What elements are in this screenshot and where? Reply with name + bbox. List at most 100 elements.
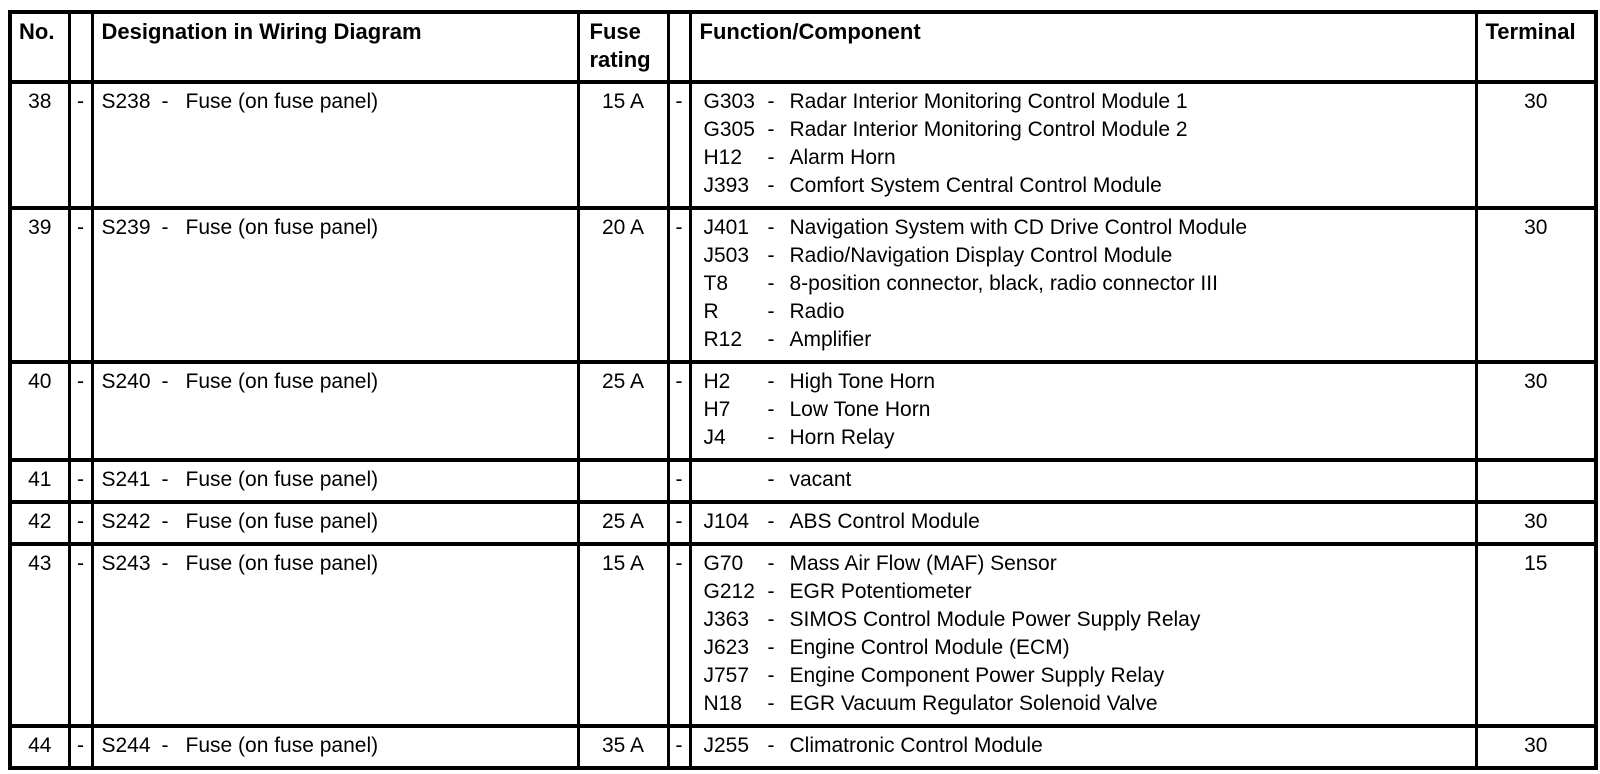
component-dash: - <box>767 734 775 757</box>
separator-dash: - <box>77 90 84 113</box>
terminal-value: 30 <box>1524 510 1548 533</box>
designation-code: S244 <box>101 734 151 757</box>
component-dash: - <box>767 426 775 449</box>
fuse-number-value: 40 <box>28 370 52 393</box>
designation-line: S244 - Fuse (on fuse panel) <box>101 732 576 760</box>
function-line: H12 - Alarm Horn <box>704 144 1474 172</box>
cell-fuse-rating: 20 A <box>576 206 670 364</box>
cell-separator-2: - <box>666 724 692 770</box>
fuse-row: 44 - S244 - Fuse (on fuse panel) 35 A - … <box>8 724 1598 770</box>
cell-designation: S240 - Fuse (on fuse panel) <box>90 360 580 462</box>
fuse-number-value: 44 <box>28 734 52 757</box>
function-line: G212 - EGR Potentiometer <box>703 578 1474 606</box>
cell-fuse-number: 42 <box>8 500 71 546</box>
component-dash: - <box>767 90 775 113</box>
cell-fuse-number: 43 <box>8 542 71 728</box>
cell-terminal <box>1474 458 1598 504</box>
cell-functions: - vacant <box>688 458 1478 504</box>
component-label: Radar Interior Monitoring Control Module… <box>789 118 1188 141</box>
component-code: R12 <box>703 328 743 351</box>
component-dash: - <box>767 174 775 197</box>
cell-separator-2: - <box>666 458 692 504</box>
cell-separator-2: - <box>666 500 692 546</box>
fuse-table: No. Designation in Wiring Diagram Fuse r… <box>8 10 1598 770</box>
function-line: N18 - EGR Vacuum Regulator Solenoid Valv… <box>703 690 1474 718</box>
component-dash: - <box>767 510 775 533</box>
fuse-row: 38 - S238 - Fuse (on fuse panel) 15 A - … <box>8 80 1598 210</box>
cell-functions: G303 - Radar Interior Monitoring Control… <box>688 80 1478 210</box>
component-code: N18 <box>703 692 743 715</box>
cell-separator-2: - <box>666 542 692 728</box>
fuse-rating-value: 15 A <box>601 90 645 113</box>
cell-functions: J104 - ABS Control Module <box>688 500 1478 546</box>
cell-fuse-rating <box>576 458 670 504</box>
component-code: J4 <box>703 426 726 449</box>
component-label: SIMOS Control Module Power Supply Relay <box>789 608 1201 631</box>
component-code: J255 <box>703 734 750 757</box>
cell-separator-1: - <box>67 724 94 770</box>
designation-code: S239 <box>101 216 151 239</box>
component-dash: - <box>767 272 775 295</box>
function-line: H2 - High Tone Horn <box>704 368 1474 396</box>
component-label: Amplifier <box>789 328 872 351</box>
component-dash: - <box>767 300 775 323</box>
component-dash: - <box>767 692 775 715</box>
component-dash: - <box>767 608 775 631</box>
cell-functions: J255 - Climatronic Control Module <box>688 724 1478 770</box>
cell-designation: S242 - Fuse (on fuse panel) <box>90 500 580 546</box>
component-label: Alarm Horn <box>789 146 896 169</box>
header-terminal: Terminal <box>1474 10 1598 84</box>
cell-functions: J401 - Navigation System with CD Drive C… <box>688 206 1478 364</box>
fuse-row: 42 - S242 - Fuse (on fuse panel) 25 A - … <box>8 500 1598 546</box>
function-list: G70 - Mass Air Flow (MAF) Sensor G212 - … <box>703 550 1474 718</box>
cell-separator-2: - <box>666 206 692 364</box>
cell-fuse-rating: 25 A <box>576 360 670 462</box>
cell-fuse-number: 41 <box>8 458 71 504</box>
fuse-table-body: 38 - S238 - Fuse (on fuse panel) 15 A - … <box>8 80 1598 770</box>
component-code: J393 <box>703 174 750 197</box>
designation-label: Fuse (on fuse panel) <box>185 90 379 113</box>
separator-dash: - <box>77 216 84 239</box>
cell-fuse-number: 38 <box>8 80 71 210</box>
designation-dash: - <box>161 90 169 113</box>
separator-dash: - <box>77 510 84 533</box>
separator-dash: - <box>77 468 84 491</box>
header-no: No. <box>8 10 71 84</box>
cell-terminal: 30 <box>1474 360 1598 462</box>
header-separator-2 <box>666 10 692 84</box>
component-label: Radio/Navigation Display Control Module <box>789 244 1173 267</box>
designation-label: Fuse (on fuse panel) <box>185 468 379 491</box>
cell-functions: H2 - High Tone Horn H7 - Low Tone Horn J… <box>688 360 1478 462</box>
function-list: J104 - ABS Control Module <box>704 508 1474 536</box>
component-label: Engine Control Module (ECM) <box>789 636 1070 659</box>
fuse-number-value: 42 <box>28 510 52 533</box>
function-line: R12 - Amplifier <box>703 326 1474 354</box>
designation-line: S238 - Fuse (on fuse panel) <box>101 88 576 116</box>
function-line: - vacant <box>704 466 1474 494</box>
function-line: J503 - Radio/Navigation Display Control … <box>704 242 1474 270</box>
component-label: vacant <box>789 468 852 491</box>
designation-line: S242 - Fuse (on fuse panel) <box>102 508 576 536</box>
designation-label: Fuse (on fuse panel) <box>185 370 379 393</box>
cell-designation: S243 - Fuse (on fuse panel) <box>90 542 580 728</box>
component-label: EGR Potentiometer <box>789 580 972 603</box>
cell-fuse-number: 39 <box>8 206 71 364</box>
cell-terminal: 30 <box>1474 724 1598 770</box>
designation-label: Fuse (on fuse panel) <box>185 216 379 239</box>
designation-label: Fuse (on fuse panel) <box>185 510 379 533</box>
cell-fuse-rating: 15 A <box>576 80 670 210</box>
cell-separator-1: - <box>67 206 94 364</box>
component-code: R <box>703 300 719 323</box>
component-code: G70 <box>703 552 744 575</box>
cell-terminal: 15 <box>1474 542 1598 728</box>
function-line: J4 - Horn Relay <box>703 424 1474 452</box>
component-code: G212 <box>703 580 755 603</box>
designation-code: S238 <box>101 90 151 113</box>
component-label: ABS Control Module <box>789 510 980 533</box>
header-designation: Designation in Wiring Diagram <box>90 10 580 84</box>
fuse-rating-value: 25 A <box>601 370 645 393</box>
terminal-value: 30 <box>1524 734 1548 757</box>
function-list: H2 - High Tone Horn H7 - Low Tone Horn J… <box>703 368 1474 452</box>
header-function: Function/Component <box>688 10 1478 84</box>
fuse-rating-value: 25 A <box>601 510 645 533</box>
